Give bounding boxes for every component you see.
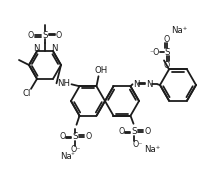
Text: N: N bbox=[33, 44, 39, 53]
Text: S: S bbox=[73, 132, 78, 141]
Text: O: O bbox=[59, 132, 66, 141]
Text: O: O bbox=[28, 31, 34, 40]
Text: O: O bbox=[118, 127, 125, 136]
Text: Na: Na bbox=[61, 152, 72, 161]
Text: Na⁺: Na⁺ bbox=[144, 145, 161, 154]
Text: O: O bbox=[144, 127, 151, 136]
Text: O: O bbox=[56, 31, 62, 40]
Text: ⁺: ⁺ bbox=[71, 153, 74, 159]
Text: Cl: Cl bbox=[23, 89, 31, 98]
Text: O⁻: O⁻ bbox=[132, 140, 143, 149]
Text: O⁻: O⁻ bbox=[70, 145, 81, 154]
Text: S: S bbox=[42, 31, 48, 40]
Text: N: N bbox=[133, 80, 139, 89]
Text: ⁻O: ⁻O bbox=[150, 48, 160, 57]
Text: O: O bbox=[85, 132, 92, 141]
Text: OH: OH bbox=[95, 66, 108, 75]
Text: S: S bbox=[164, 48, 170, 57]
Text: S: S bbox=[132, 127, 137, 136]
Text: N: N bbox=[146, 80, 153, 89]
Text: Na⁺: Na⁺ bbox=[171, 26, 187, 35]
Text: NH: NH bbox=[57, 79, 70, 88]
Text: N: N bbox=[51, 44, 57, 53]
Text: O: O bbox=[164, 35, 170, 44]
Text: O: O bbox=[164, 61, 170, 70]
